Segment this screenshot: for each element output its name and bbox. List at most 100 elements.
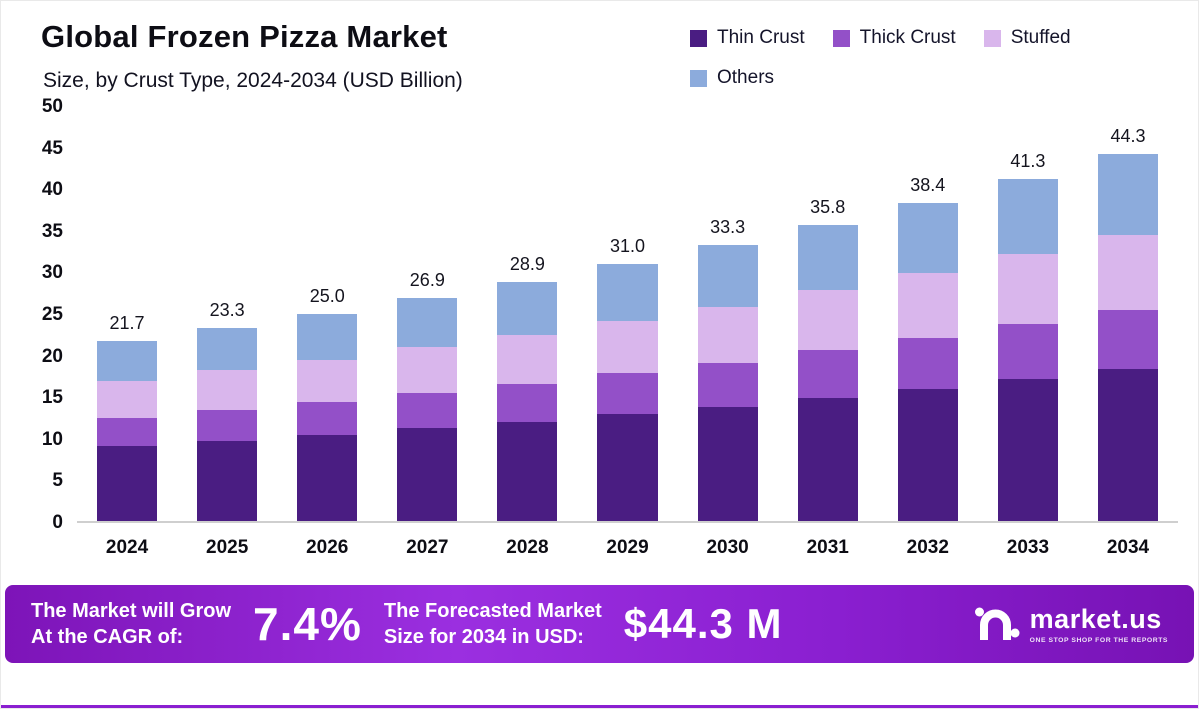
bar-segment-stuffed [697,306,758,363]
header: Global Frozen Pizza Market Size, by Crus… [1,15,1198,93]
legend-swatch-thin-crust [690,29,707,47]
bar-column-2032: 38.4 [878,107,978,521]
bar-segment-thin-crust [697,406,758,521]
bar-segment-others [197,328,258,371]
bar-total-label: 21.7 [109,313,145,334]
bar-segment-stuffed [897,272,958,339]
bar-segment-thick-crust [797,350,858,398]
bar-segment-others [397,298,458,348]
bar-total-label: 41.3 [1010,151,1046,172]
bottom-accent-line [1,705,1198,708]
bar-column-2025: 23.3 [177,107,277,521]
bar-total-label: 31.0 [609,236,646,257]
bar-segment-thick-crust [297,401,358,435]
y-axis-tick: 5 [52,470,63,492]
bar-segment-stuffed [997,253,1058,324]
bar-column-2034: 44.3 [1078,107,1178,521]
bar-column-2030: 33.3 [678,107,778,521]
marketus-logo-icon [974,603,1020,646]
legend-label-thin-crust: Thin Crust [717,27,805,48]
bar-column-2033: 41.3 [978,107,1078,521]
y-axis-tick: 25 [41,304,63,325]
bar-segment-stuffed [1097,234,1158,310]
bar-segment-thin-crust [197,440,258,521]
y-axis-tick: 10 [41,428,63,450]
bar-segment-thick-crust [697,362,758,407]
bar-segment-others [697,245,758,307]
page-title: Global Frozen Pizza Market [41,19,448,54]
y-axis-tick: 45 [41,137,63,159]
bar-total-label: 44.3 [1110,126,1146,147]
x-axis-label-2026: 2026 [306,537,349,558]
y-axis-tick: 20 [41,345,63,367]
bar-segment-others [97,341,158,382]
brand-tagline: ONE STOP SHOP FOR THE REPORTS [1029,637,1168,644]
chart-legend: Thin Crust Thick Crust Stuffed Others [690,27,1170,89]
forecast-label-line2: Size for 2034 in USD: [383,626,584,648]
bar-total-label: 38.4 [910,175,946,196]
bar-total-label: 33.3 [710,217,746,238]
bar-segment-stuffed [97,381,158,418]
brand-name: market.us [1029,604,1162,634]
y-axis-tick: 30 [41,262,63,284]
legend-label-stuffed: Stuffed [1010,27,1071,48]
bar-segment-stuffed [797,290,858,351]
y-axis-tick: 35 [41,220,63,242]
bar-column-2027: 26.9 [377,107,477,521]
bar-segment-thick-crust [497,383,558,422]
x-axis-label-2033: 2033 [1006,537,1050,558]
legend-item-others: Others [690,67,774,89]
brand-text: market.us ONE STOP SHOP FOR THE REPORTS [1030,604,1168,644]
bar-segment-others [897,203,958,273]
bar-segment-thin-crust [497,421,558,521]
bar-segment-thick-crust [897,338,958,389]
legend-item-thick-crust: Thick Crust [832,27,956,49]
bar-total-label: 28.9 [509,253,545,274]
bar-column-2024: 21.7 [77,107,177,521]
bar-segment-thick-crust [397,392,458,429]
bar-segment-others [597,264,658,321]
bar-segment-thin-crust [97,446,158,521]
bar-segment-thick-crust [197,410,258,441]
bar-segment-stuffed [397,347,458,393]
x-axis-label-2029: 2029 [606,537,649,558]
bar-segment-thick-crust [597,372,658,415]
legend-item-thin-crust: Thin Crust [690,27,805,49]
x-axis-label-2030: 2030 [706,537,749,558]
bar-total-label: 25.0 [309,286,345,307]
bar-column-2028: 28.9 [477,107,577,521]
bar-segment-others [797,224,858,291]
x-axis-label-2025: 2025 [206,537,249,558]
bar-column-2031: 35.8 [778,107,878,521]
forecast-label: The Forecasted Market Size for 2034 in U… [384,598,602,650]
y-axis-tick: 40 [41,179,63,201]
legend-swatch-stuffed [983,29,1001,47]
bar-segment-others [497,281,558,335]
bar-segment-stuffed [497,334,558,384]
bar-segment-thin-crust [597,414,658,521]
stacked-bar-chart: 50 45 40 35 30 25 20 15 10 5 0 21.7 23.3 25.0 26.9 28.… [19,96,1178,533]
bar-segment-thin-crust [297,434,358,521]
brand-block: market.us ONE STOP SHOP FOR THE REPORTS [974,603,1168,646]
y-axis-tick: 50 [41,96,63,117]
bar-segment-thick-crust [97,417,158,447]
bar-total-label: 35.8 [810,196,846,217]
bar-segment-thin-crust [1097,368,1158,521]
forecast-value: $44.3 M [623,600,783,647]
bar-segment-thin-crust [897,388,958,521]
bar-segment-others [1097,154,1158,235]
forecast-label-line1: The Forecasted Market [383,600,602,622]
bar-segment-others [297,314,358,360]
x-axis-label-2032: 2032 [906,537,949,558]
bar-segment-others [997,179,1058,254]
y-axis: 50 45 40 35 30 25 20 15 10 5 0 [19,96,77,533]
cagr-label: The Market will Grow At the CAGR of: [31,598,231,650]
x-axis: 2024 2025 2026 2027 2028 2029 2030 2031 2032 2033… [77,537,1178,567]
legend-swatch-others [690,69,707,87]
cagr-label-line1: The Market will Grow [31,600,232,622]
title-block: Global Frozen Pizza Market Size, by Crus… [41,19,463,93]
bar-column-2026: 25.0 [277,107,377,521]
legend-label-others: Others [717,67,775,88]
bar-total-label: 26.9 [409,270,445,291]
